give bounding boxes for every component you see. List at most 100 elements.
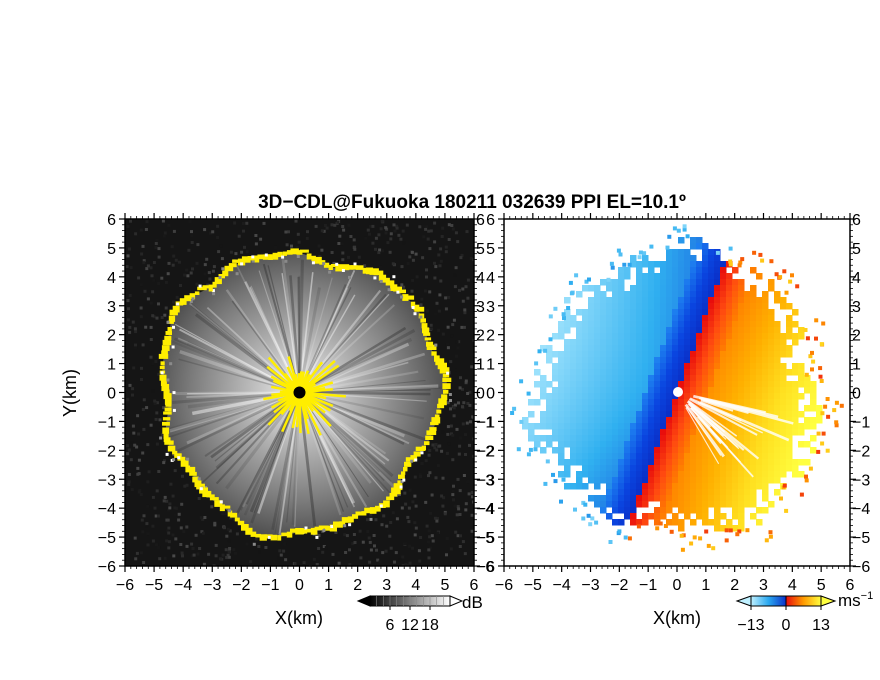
velocity-cell xyxy=(606,453,613,460)
velocity-cell xyxy=(708,255,715,262)
velocity-cell xyxy=(690,507,697,514)
noise-speck xyxy=(404,563,408,566)
noise-speck xyxy=(147,470,151,474)
edge-speck xyxy=(669,529,674,534)
rim-speck xyxy=(296,255,300,258)
velocity-cell xyxy=(612,507,619,514)
noise-speck xyxy=(437,309,441,313)
velocity-cell xyxy=(738,453,745,460)
noise-speck xyxy=(229,250,233,254)
edge-speck xyxy=(682,224,687,229)
edge-speck xyxy=(561,477,566,482)
noise-speck xyxy=(157,546,161,549)
velocity-cell xyxy=(636,303,643,310)
edge-speck xyxy=(834,420,839,425)
rim-cell xyxy=(160,380,167,386)
velocity-cell xyxy=(684,309,691,316)
velocity-cell xyxy=(672,321,679,328)
y-tick-label: −6 xyxy=(477,559,495,576)
velocity-cell xyxy=(636,261,643,268)
noise-speck xyxy=(127,307,130,311)
rim-cell xyxy=(421,323,428,329)
velocity-cell xyxy=(654,423,661,430)
noise-speck xyxy=(166,272,170,276)
velocity-cell xyxy=(690,369,697,376)
velocity-cell xyxy=(588,429,595,436)
noise-speck xyxy=(343,533,347,537)
velocity-cell xyxy=(636,339,643,346)
noise-speck xyxy=(434,476,438,480)
edge-speck xyxy=(528,447,533,452)
noise-speck xyxy=(207,552,211,556)
velocity-cell xyxy=(654,399,661,406)
velocity-cell xyxy=(648,375,655,382)
velocity-cell xyxy=(522,417,529,424)
edge-speck xyxy=(795,284,800,289)
velocity-cell xyxy=(582,423,589,430)
velocity-cell xyxy=(600,279,607,286)
rim-cell xyxy=(250,531,257,537)
edge-speck xyxy=(618,252,623,257)
velocity-cell xyxy=(642,489,649,496)
velocity-cell xyxy=(744,483,751,490)
velocity-cell xyxy=(780,441,787,448)
velocity-cell xyxy=(654,303,661,310)
nodata-streak xyxy=(687,403,712,428)
velocity-cell xyxy=(648,399,655,406)
velocity-cell xyxy=(690,459,697,466)
velocity-cell xyxy=(666,489,673,496)
velocity-cell xyxy=(612,315,619,322)
velocity-cell xyxy=(576,333,583,340)
velocity-cell xyxy=(732,381,739,388)
noise-speck xyxy=(125,223,129,227)
noise-speck xyxy=(243,245,246,249)
noise-speck xyxy=(347,223,351,227)
noise-speck xyxy=(427,540,431,544)
velocity-cell xyxy=(786,429,793,436)
y-tick-label: −6 xyxy=(98,559,116,576)
velocity-cell xyxy=(594,285,601,292)
noise-speck xyxy=(444,296,448,300)
y-tick-label: −4 xyxy=(98,501,116,518)
velocity-cell xyxy=(666,453,673,460)
x-tick-label: 5 xyxy=(817,577,826,594)
edge-speck xyxy=(728,262,733,267)
velocity-cell xyxy=(630,519,637,526)
rim-cell xyxy=(301,528,308,534)
velocity-cell xyxy=(612,411,619,418)
velocity-cell xyxy=(804,405,811,412)
noise-speck xyxy=(189,271,193,275)
velocity-cell xyxy=(732,387,739,394)
noise-speck xyxy=(368,540,372,544)
velocity-cell xyxy=(660,357,667,364)
velocity-cell xyxy=(600,423,607,430)
noise-speck xyxy=(306,230,309,234)
velocity-cell xyxy=(690,327,697,334)
noise-speck xyxy=(163,459,166,463)
edge-speck xyxy=(825,397,830,401)
velocity-cell xyxy=(600,327,607,334)
velocity-cell xyxy=(678,393,685,400)
velocity-cell xyxy=(564,309,571,316)
velocity-cell xyxy=(714,483,721,490)
velocity-cell xyxy=(708,423,715,430)
noise-speck xyxy=(190,234,194,238)
velocity-cell xyxy=(564,429,571,436)
velocity-cell xyxy=(624,369,631,376)
velocity-cell xyxy=(630,351,637,358)
velocity-cell xyxy=(642,255,649,262)
velocity-cell xyxy=(732,429,739,436)
edge-speck xyxy=(537,349,542,354)
velocity-cell xyxy=(690,375,697,382)
velocity-cell xyxy=(642,417,649,424)
velocity-cell xyxy=(612,465,619,472)
noise-speck xyxy=(388,534,392,538)
rim-cell xyxy=(382,277,390,283)
velocity-cell xyxy=(738,483,745,490)
velocity-cell xyxy=(798,423,805,430)
edge-speck xyxy=(819,342,824,347)
edge-speck xyxy=(768,534,773,539)
velocity-cell xyxy=(582,399,589,406)
noise-speck xyxy=(145,406,149,410)
velocity-cell xyxy=(588,393,595,400)
